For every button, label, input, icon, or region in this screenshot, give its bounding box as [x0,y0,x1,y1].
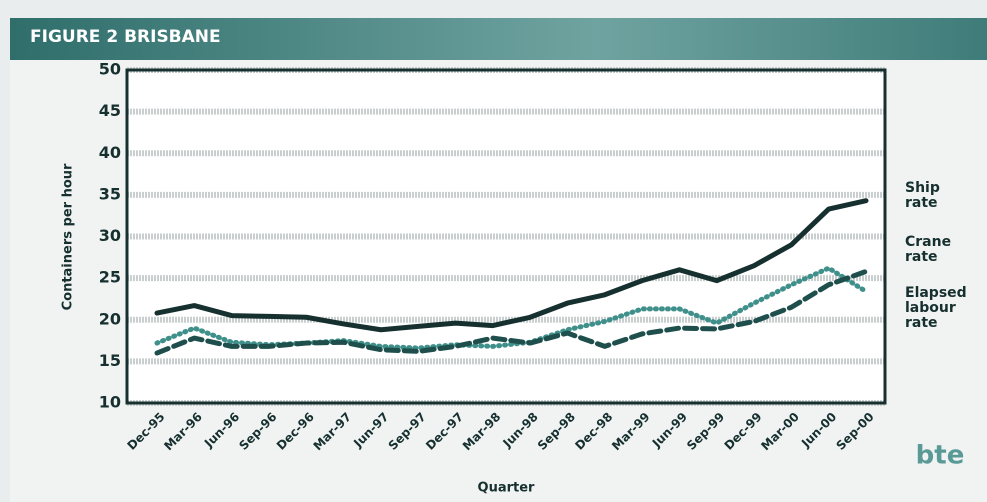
y-axis-label: Containers per hour [61,163,76,310]
legend-label: Crane rate [905,234,952,265]
y-tick-label: 25 [99,268,121,287]
legend-label: Ship rate [905,180,940,211]
y-tick-label: 45 [99,101,121,120]
y-tick-label: 35 [99,184,121,203]
y-tick-label: 30 [99,226,121,245]
plot-frame [125,68,887,405]
series-line [154,265,869,351]
series-line [154,268,869,356]
logo: bte [916,441,965,471]
y-tick-label: 20 [99,309,121,328]
chart-title: FIGURE 2 BRISBANE [30,27,221,47]
header-bar [10,18,987,60]
legend-label: Elapsed labour rate [905,285,967,331]
series-line [154,198,869,333]
y-tick-label: 50 [99,60,121,79]
y-tick-label: 10 [99,393,121,412]
y-tick-label: 40 [99,143,121,162]
y-tick-label: 15 [99,351,121,370]
x-axis-label: Quarter [478,481,536,496]
